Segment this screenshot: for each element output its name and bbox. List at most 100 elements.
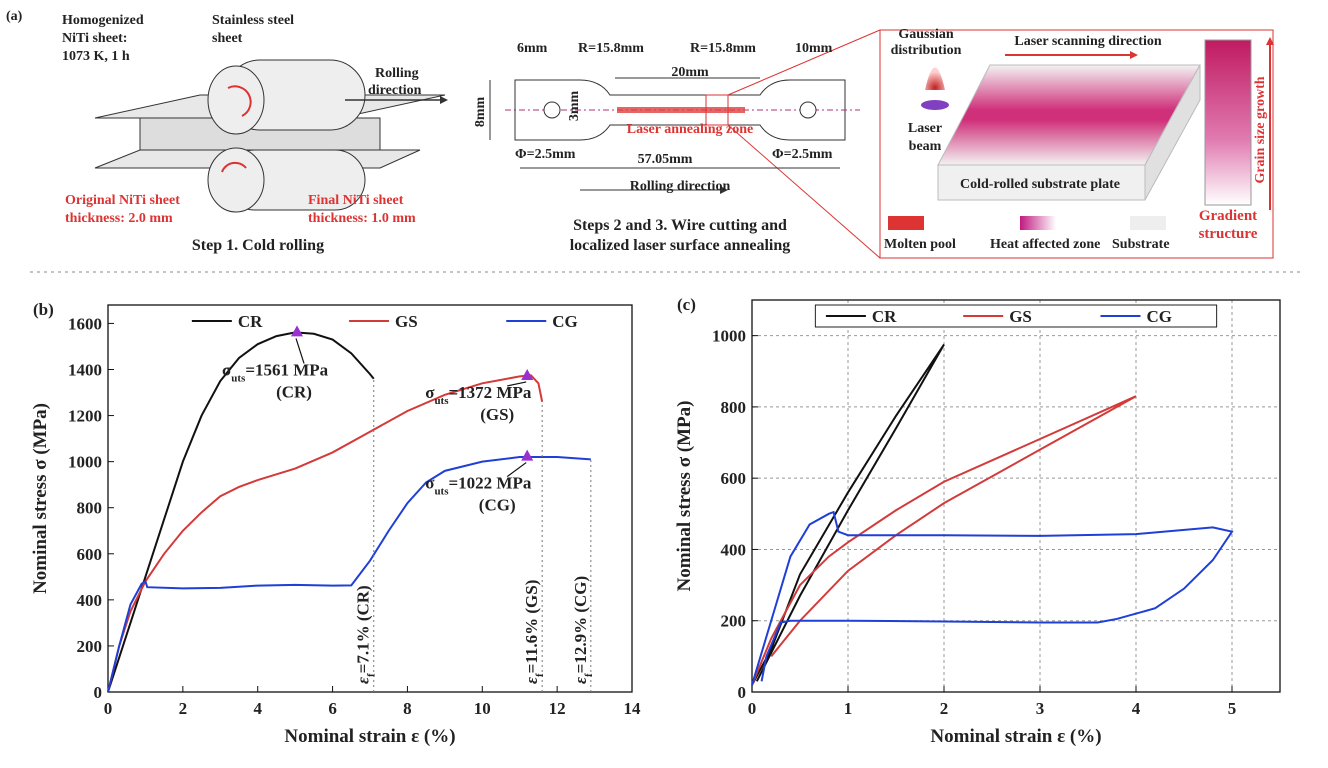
fracture-label: εf=12.9% (CG) bbox=[571, 576, 595, 684]
x-tick-label: 5 bbox=[1228, 699, 1237, 718]
legend-label: Heat affected zone bbox=[990, 237, 1100, 252]
label: 6mm bbox=[517, 41, 548, 56]
label: Homogenized bbox=[62, 13, 144, 28]
panel-label: (b) bbox=[33, 300, 54, 319]
text: =1561 MPa bbox=[245, 360, 328, 379]
y-tick-label: 1000 bbox=[68, 453, 102, 472]
symbol: ε bbox=[354, 677, 373, 684]
legend-label: CG bbox=[552, 312, 578, 331]
panel-label: (c) bbox=[677, 295, 696, 314]
y-tick-label: 200 bbox=[77, 637, 103, 656]
symbol: σ bbox=[222, 360, 232, 379]
y-tick-label: 600 bbox=[77, 545, 103, 564]
label: Final NiTi sheet bbox=[308, 193, 404, 208]
y-axis-label: Nominal stress σ (MPa) bbox=[674, 401, 695, 592]
label: thickness: 1.0 mm bbox=[308, 211, 416, 226]
series-line bbox=[107, 374, 544, 693]
y-tick-label: 1200 bbox=[68, 407, 102, 426]
label: 8mm bbox=[473, 97, 488, 128]
label: Φ=2.5mm bbox=[515, 147, 576, 162]
x-tick-label: 2 bbox=[940, 699, 949, 718]
arrow bbox=[507, 381, 527, 387]
label: thickness: 2.0 mm bbox=[65, 211, 173, 226]
x-tick-label: 6 bbox=[328, 699, 337, 718]
y-axis-label: Nominal stress σ (MPa) bbox=[30, 403, 51, 594]
x-tick-label: 1 bbox=[844, 699, 853, 718]
peak-tag: (GS) bbox=[480, 405, 514, 424]
y-tick-label: 0 bbox=[738, 683, 747, 702]
label: Original NiTi sheet bbox=[65, 193, 180, 208]
fracture-label: εf=7.1% (CR) bbox=[354, 585, 378, 684]
subscript: f bbox=[583, 673, 595, 677]
label: 3mm bbox=[567, 91, 582, 122]
text: =12.9% (CG) bbox=[571, 576, 590, 674]
y-tick-label: 400 bbox=[77, 591, 103, 610]
subscript: uts bbox=[231, 372, 246, 384]
x-tick-label: 4 bbox=[1132, 699, 1141, 718]
symbol: σ bbox=[425, 474, 435, 493]
peak-label: σuts=1372 MPa bbox=[425, 383, 532, 407]
label: sheet bbox=[212, 31, 243, 46]
subscript: f bbox=[366, 673, 378, 677]
step2-diagram: 6mm R=15.8mm R=15.8mm 10mm 20mm 8mm 3mm … bbox=[473, 29, 881, 259]
x-tick-label: 2 bbox=[179, 699, 188, 718]
label: 1073 K, 1 h bbox=[62, 49, 130, 64]
legend-label: Molten pool bbox=[884, 237, 956, 252]
step1-diagram: (a) Homogenized NiTi sheet: 1073 K, 1 h … bbox=[6, 9, 448, 254]
text: =1372 MPa bbox=[449, 383, 532, 402]
panel-label: (a) bbox=[6, 9, 23, 24]
label: Laser annealing zone bbox=[627, 122, 754, 137]
legend-box bbox=[814, 304, 1218, 328]
label: 57.05mm bbox=[638, 152, 693, 167]
label: Φ=2.5mm bbox=[772, 147, 833, 162]
text: =7.1% (CR) bbox=[354, 585, 373, 673]
y-tick-label: 0 bbox=[94, 683, 103, 702]
series-line bbox=[107, 456, 591, 693]
y-tick-label: 800 bbox=[721, 398, 747, 417]
series-line bbox=[751, 343, 945, 686]
label: Cold-rolled substrate plate bbox=[960, 177, 1120, 192]
peak-tag: (CG) bbox=[479, 496, 516, 515]
legend-label: CR bbox=[238, 312, 263, 331]
series-line bbox=[751, 510, 1234, 686]
label: 10mm bbox=[795, 41, 833, 56]
label: Laser bbox=[908, 121, 942, 136]
label: R=15.8mm bbox=[578, 41, 644, 56]
legend-label: Substrate bbox=[1112, 237, 1170, 252]
x-tick-label: 3 bbox=[1036, 699, 1045, 718]
label: NiTi sheet: bbox=[62, 31, 127, 46]
peak-label: σuts=1561 MPa bbox=[222, 360, 329, 384]
symbol: ε bbox=[571, 677, 590, 684]
peak-tag: (CR) bbox=[276, 382, 312, 401]
subscript: f bbox=[534, 673, 546, 677]
label: structure bbox=[1199, 226, 1258, 242]
series-line bbox=[107, 331, 375, 693]
label: beam bbox=[909, 139, 942, 154]
label: Stainless steel bbox=[212, 13, 294, 28]
label: 20mm bbox=[671, 65, 709, 80]
y-tick-label: 1000 bbox=[712, 327, 746, 346]
label: Rolling direction bbox=[630, 179, 731, 194]
peak-marker bbox=[521, 368, 534, 380]
legend-label: CG bbox=[1146, 307, 1172, 326]
x-tick-label: 0 bbox=[104, 699, 113, 718]
label: Grain size growth bbox=[1253, 76, 1268, 183]
peak-marker bbox=[291, 325, 304, 337]
x-axis-label: Nominal strain ε (%) bbox=[930, 726, 1101, 747]
legend-label: GS bbox=[395, 312, 418, 331]
caption: localized laser surface annealing bbox=[570, 237, 791, 254]
label: direction bbox=[368, 83, 422, 98]
y-tick-label: 400 bbox=[721, 540, 747, 559]
subscript: uts bbox=[434, 395, 449, 407]
label: distribution bbox=[891, 43, 962, 58]
text: =11.6% (GS) bbox=[522, 580, 541, 674]
x-tick-label: 4 bbox=[253, 699, 262, 718]
series-line bbox=[751, 395, 1137, 686]
x-tick-label: 8 bbox=[403, 699, 412, 718]
x-tick-label: 0 bbox=[748, 699, 757, 718]
x-tick-label: 14 bbox=[624, 699, 642, 718]
text: =1022 MPa bbox=[449, 474, 532, 493]
x-tick-label: 10 bbox=[474, 699, 491, 718]
y-tick-label: 1400 bbox=[68, 361, 102, 380]
